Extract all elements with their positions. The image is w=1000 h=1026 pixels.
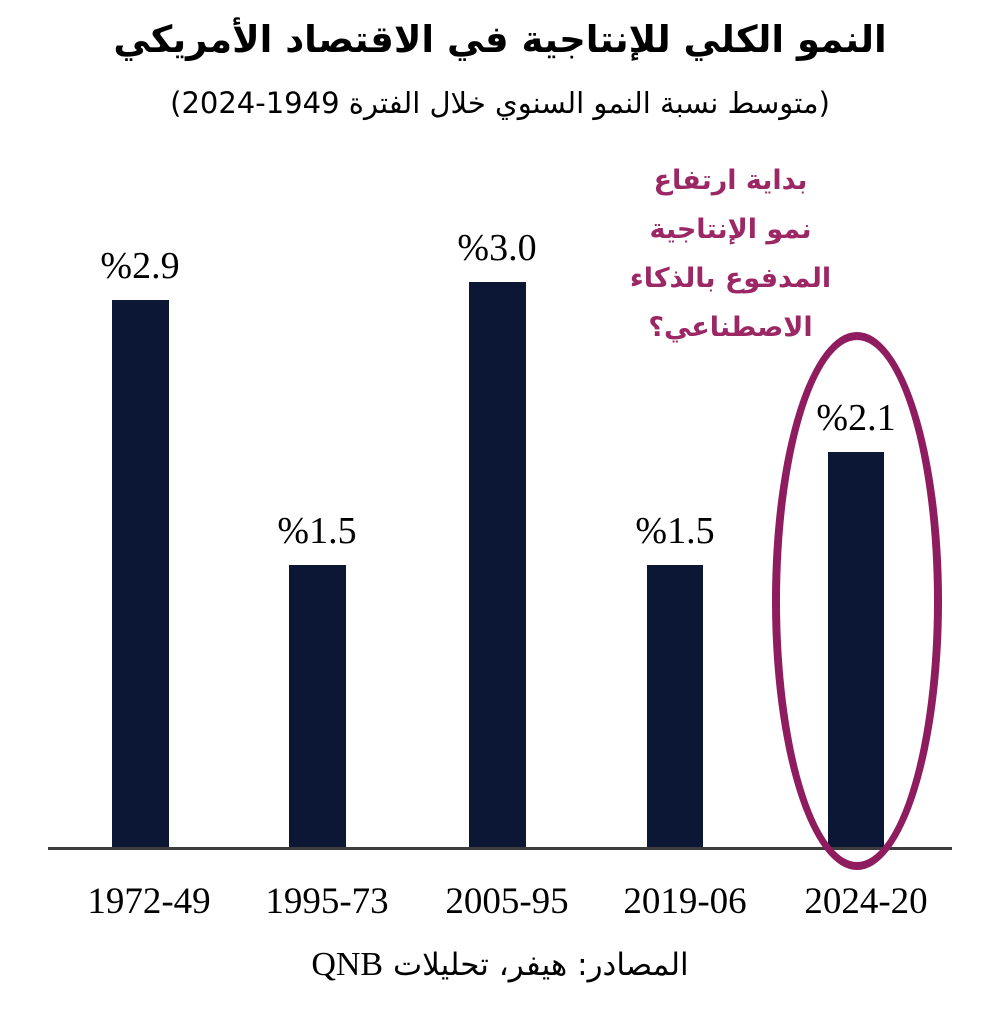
value-label-1995-2005: %3.0 [457, 227, 537, 269]
x-axis-label-1973-1995: 1995-73 [265, 881, 389, 922]
x-axis-label-2006-2019: 2019-06 [623, 881, 747, 922]
source-note: المصادر: هيفر، تحليلات QNB [0, 946, 1000, 984]
annotation-line: المدفوع بالذكاء [629, 263, 832, 294]
value-label-2006-2019: %1.5 [635, 510, 715, 552]
annotation-line: بداية ارتفاع [653, 165, 808, 196]
bar-1973-1995 [289, 565, 346, 849]
bar-1949-1972 [112, 300, 169, 849]
chart-subtitle: (متوسط نسبة النمو السنوي خلال الفترة 194… [170, 86, 830, 120]
highlight-ellipse [772, 332, 942, 870]
qnb-brand: QNB [311, 946, 384, 983]
bar-2006-2019 [647, 565, 703, 849]
x-axis-label-2020-2024: 2024-20 [804, 881, 928, 922]
x-axis-label-1995-2005: 2005-95 [445, 881, 569, 922]
annotation-line: نمو الإنتاجية [649, 214, 812, 245]
value-label-1949-1972: %2.9 [100, 245, 180, 287]
x-axis-label-1949-1972: 1972-49 [87, 881, 211, 922]
bar-1995-2005 [469, 282, 526, 849]
x-axis-line [48, 847, 952, 850]
value-label-1973-1995: %1.5 [277, 510, 357, 552]
source-label: المصادر: هيفر، تحليلات [392, 947, 689, 983]
annotation-line: الاصطناعي؟ [648, 312, 813, 343]
page-title: النمو الكلي للإنتاجية في الاقتصاد الأمري… [113, 18, 887, 61]
ai-productivity-annotation: بداية ارتفاع نمو الإنتاجية المدفوع بالذك… [608, 156, 853, 352]
